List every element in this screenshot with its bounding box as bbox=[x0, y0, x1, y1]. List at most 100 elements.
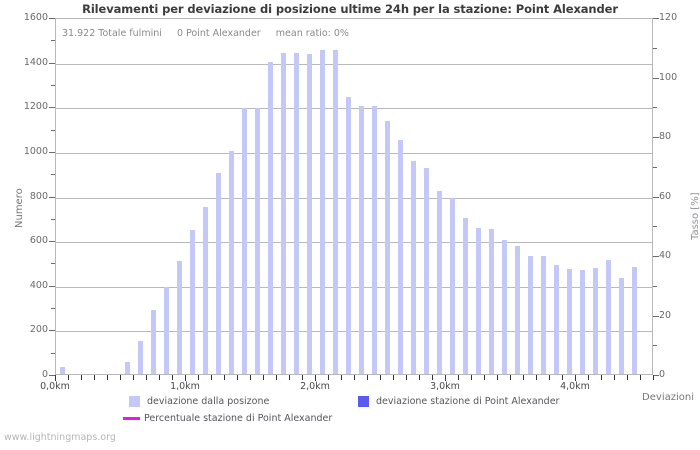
bar bbox=[307, 53, 312, 374]
gridline bbox=[56, 108, 652, 110]
legend-label: deviazione stazione di Point Alexander bbox=[376, 396, 560, 407]
y-axis-left-tick bbox=[49, 241, 55, 243]
bar bbox=[515, 245, 520, 374]
bar bbox=[541, 255, 546, 374]
y-axis-left-tick-label: 200 bbox=[29, 324, 48, 336]
x-axis-tick bbox=[120, 375, 121, 380]
plot-inner bbox=[56, 19, 652, 374]
bar bbox=[528, 255, 533, 374]
bar bbox=[619, 278, 624, 374]
x-axis-tick bbox=[81, 375, 82, 380]
x-axis-tick bbox=[315, 375, 316, 381]
x-axis-tick bbox=[237, 375, 238, 380]
bar bbox=[359, 106, 364, 374]
y-axis-left-tick bbox=[51, 218, 55, 220]
gridline bbox=[56, 242, 652, 244]
gridline bbox=[56, 63, 652, 65]
y-axis-left-tick bbox=[51, 40, 55, 42]
bar bbox=[151, 310, 156, 374]
x-axis-tick bbox=[289, 375, 290, 380]
y-axis-left-tick bbox=[51, 129, 55, 131]
legend-item[interactable]: deviazione stazione di Point Alexander bbox=[358, 396, 559, 407]
x-axis-tick-label: 1,0km bbox=[170, 381, 200, 392]
bar bbox=[385, 120, 390, 374]
legend-item[interactable]: deviazione dalla posizone bbox=[129, 396, 269, 407]
bar bbox=[190, 230, 195, 374]
y-axis-right-tick-label: 120 bbox=[659, 12, 678, 23]
page-title: Rilevamenti per deviazione di posizione … bbox=[82, 2, 618, 16]
bar bbox=[476, 227, 481, 374]
bar bbox=[580, 270, 585, 374]
bar bbox=[229, 150, 234, 374]
x-axis-tick bbox=[159, 375, 160, 380]
x-axis-tick bbox=[276, 375, 277, 380]
y-axis-left-tick-label: 400 bbox=[29, 279, 48, 291]
bar bbox=[164, 286, 169, 374]
x-axis-tick bbox=[354, 375, 355, 380]
y-axis-left-tick-label: 600 bbox=[29, 235, 48, 247]
y-axis-left-tick bbox=[51, 263, 55, 265]
legend-label: deviazione dalla posizone bbox=[147, 396, 270, 407]
bar bbox=[489, 228, 494, 374]
bar bbox=[606, 260, 611, 374]
legend-swatch-icon bbox=[358, 396, 369, 407]
gridline bbox=[56, 286, 652, 288]
y-axis-left-tick bbox=[51, 174, 55, 176]
x-axis-tick bbox=[185, 375, 186, 381]
x-axis-tick bbox=[588, 375, 589, 380]
x-axis-tick bbox=[198, 375, 199, 380]
x-axis-tick bbox=[224, 375, 225, 380]
x-axis-tick bbox=[445, 375, 446, 381]
y-axis-left-tick bbox=[49, 285, 55, 287]
x-axis-tick bbox=[562, 375, 563, 380]
y-axis-right-tick bbox=[653, 137, 659, 138]
y-axis-right-tick bbox=[653, 315, 659, 317]
y-axis-left-tick bbox=[49, 196, 55, 198]
x-axis-tick bbox=[484, 375, 485, 380]
x-axis-tick bbox=[432, 375, 433, 380]
y-axis-right-tick-label: 20 bbox=[659, 309, 672, 321]
y-axis-left-tick-label: 1600 bbox=[23, 12, 48, 23]
y-axis-right-tick bbox=[653, 47, 657, 49]
y-axis-left-tick bbox=[49, 330, 55, 332]
bar bbox=[450, 197, 455, 374]
y-axis-right-tick bbox=[653, 18, 659, 19]
bar bbox=[463, 217, 468, 374]
y-axis-left-tick-label: 1000 bbox=[23, 145, 48, 157]
bar bbox=[437, 191, 442, 374]
x-axis-tick bbox=[549, 375, 550, 380]
y-axis-left-tick bbox=[49, 62, 55, 64]
y-axis-right-tick bbox=[653, 77, 659, 79]
y-axis-left-tick bbox=[49, 151, 55, 153]
legend-item[interactable]: Percentuale stazione di Point Alexander bbox=[123, 413, 333, 424]
bar bbox=[125, 361, 130, 374]
legend-label: Percentuale stazione di Point Alexander bbox=[144, 413, 333, 424]
gridline bbox=[56, 152, 652, 154]
y-axis-right-tick bbox=[653, 345, 657, 347]
y-axis-right-tick-label: 0 bbox=[659, 369, 666, 380]
bar bbox=[320, 50, 325, 374]
bar bbox=[294, 52, 299, 374]
x-axis-tick bbox=[406, 375, 407, 380]
x-axis-tick bbox=[380, 375, 381, 380]
x-axis-tick bbox=[640, 375, 641, 380]
watermark: www.lightningmaps.org bbox=[4, 432, 116, 443]
x-axis-tick bbox=[172, 375, 173, 380]
y-axis-left-tick bbox=[51, 308, 55, 310]
x-axis-tick bbox=[536, 375, 537, 380]
x-axis-tick bbox=[458, 375, 459, 380]
x-axis-tick bbox=[107, 375, 108, 380]
bar bbox=[632, 266, 637, 374]
y-axis-right-tick-label: 80 bbox=[659, 131, 672, 142]
y-axis-left-tick bbox=[49, 375, 55, 376]
bar bbox=[60, 367, 65, 374]
x-axis-tick bbox=[146, 375, 147, 380]
x-axis-tick bbox=[263, 375, 264, 380]
bar bbox=[424, 167, 429, 374]
y-axis-right-tick bbox=[653, 166, 657, 168]
chart-subtitle: 31.922 Totale fulmini 0 Point Alexander … bbox=[62, 28, 349, 39]
bar bbox=[255, 108, 260, 374]
y-axis-right-tick bbox=[653, 226, 657, 228]
x-axis-tick-label: 2,0km bbox=[300, 381, 330, 392]
x-axis-tick-label: 0,0km bbox=[40, 381, 70, 392]
